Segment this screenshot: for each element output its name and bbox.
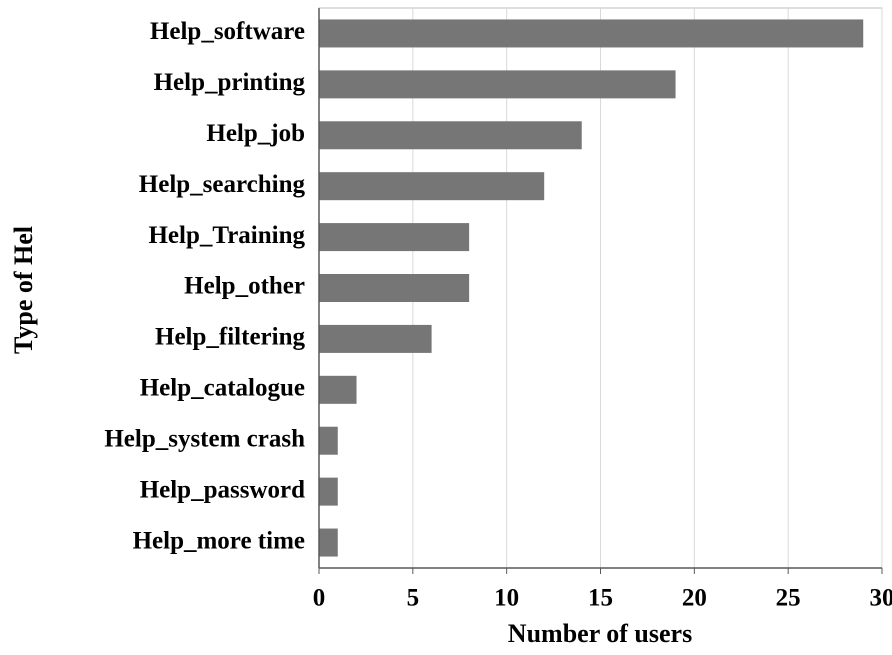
bar [319, 477, 338, 506]
bar [319, 274, 470, 302]
y-tick-label: Help_more time [133, 527, 305, 554]
y-tick-label: Help_Training [148, 222, 305, 249]
x-tick-label: 30 [870, 585, 892, 612]
y-tick-label: Help_job [206, 120, 305, 147]
bar [319, 375, 357, 404]
bar [319, 426, 338, 455]
x-tick-label: 5 [407, 585, 420, 612]
y-tick-label: Help_software [150, 18, 305, 45]
x-axis-label: Number of users [508, 619, 692, 648]
y-tick-label: Help_password [140, 476, 305, 503]
y-tick-label: Help_searching [139, 171, 306, 198]
bar [319, 223, 470, 252]
bar [319, 172, 545, 201]
x-tick-label: 20 [682, 585, 707, 612]
x-tick-label: 10 [494, 585, 519, 612]
y-axis-label: Type of Hel [9, 226, 38, 354]
x-tick-label: 15 [588, 585, 613, 612]
bar [319, 324, 432, 353]
y-tick-label: Help_printing [154, 69, 306, 96]
bar [319, 121, 582, 150]
y-tick-label: Help_catalogue [140, 375, 305, 402]
y-tick-label: Help_filtering [155, 324, 305, 351]
x-tick-label: 25 [776, 585, 801, 612]
y-tick-label: Help_system crash [104, 425, 305, 452]
y-tick-label: Help_other [184, 273, 305, 300]
bar [319, 70, 676, 99]
bar [319, 19, 864, 48]
bar [319, 528, 338, 557]
x-tick-label: 0 [313, 585, 326, 612]
